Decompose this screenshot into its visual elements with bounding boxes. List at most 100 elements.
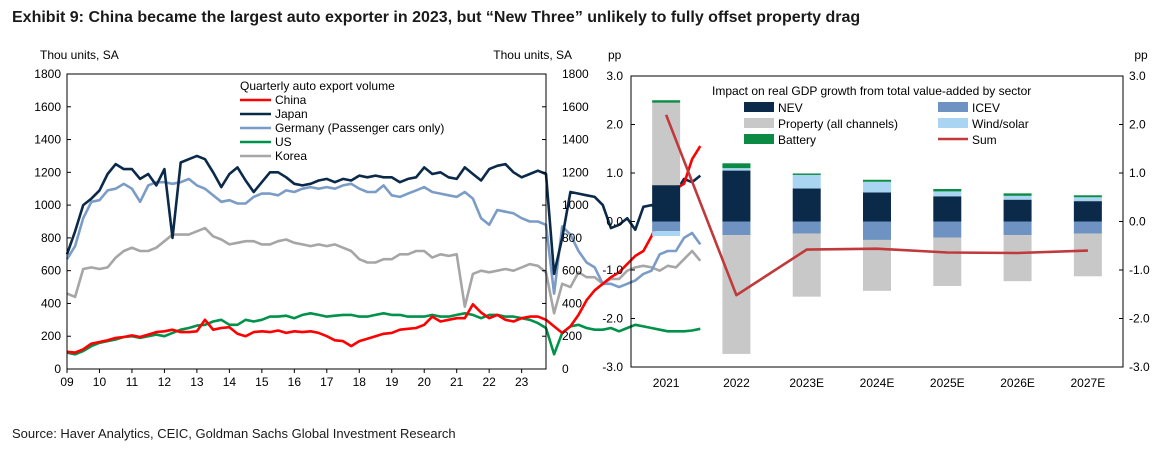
legend-swatch (744, 134, 774, 144)
left-chart-frame (66, 73, 547, 370)
right-y-tick-label: 400 (562, 296, 582, 310)
left-y-tick-label: 600 (41, 264, 61, 278)
legend-swatch (744, 102, 774, 112)
left-y-tick-label: -3.0 (602, 360, 623, 374)
legend-entry: Sum (972, 133, 997, 147)
bar-segment-icev (652, 221, 681, 232)
bar-segment-nev (722, 170, 751, 222)
legend-entry: Battery (778, 133, 816, 147)
series-line-japan (65, 154, 702, 276)
right-y-tick-label: 1400 (562, 133, 589, 147)
category-label: 2025E (930, 376, 965, 390)
bar-segment-wind (722, 168, 751, 171)
category-label: 2022 (723, 376, 750, 390)
bar-segment-battery (1003, 193, 1032, 196)
legend-entry: NEV (778, 101, 803, 115)
right-y-tick-label: 1000 (562, 198, 589, 212)
bar-segment-nev (792, 188, 821, 222)
x-tick-label: 17 (320, 375, 334, 389)
bar-segment-property (792, 233, 821, 297)
left-y-tick-label: 800 (41, 231, 61, 245)
bar-segment-battery (652, 100, 681, 103)
category-label: 2026E (1000, 376, 1035, 390)
legend-swatch (938, 118, 968, 128)
bar-segment-nev (933, 196, 962, 222)
x-tick-label: 12 (158, 375, 172, 389)
bar-segment-wind (792, 174, 821, 189)
left-y-tick-label: 1200 (34, 165, 61, 179)
x-tick-label: 10 (93, 375, 107, 389)
right-y-tick-label: -2.0 (1129, 312, 1150, 326)
right-chart-left-unit-label: pp (608, 48, 622, 62)
left-chart-right-unit-label: Thou units, SA (493, 48, 572, 62)
bar-segment-battery (933, 189, 962, 192)
right-y-tick-label: 1.0 (1129, 166, 1146, 180)
x-tick-label: 15 (255, 375, 269, 389)
right-y-tick-label: 0 (562, 362, 569, 376)
x-tick-label: 09 (60, 375, 74, 389)
right-y-tick-label: 800 (562, 231, 582, 245)
bar-segment-battery (1073, 195, 1102, 198)
bar-segment-nev (1073, 201, 1102, 222)
bar-segment-nev (652, 185, 681, 222)
right-legend-title: Impact on real GDP growth from total val… (712, 84, 1031, 98)
left-y-tick-label: 1.0 (606, 166, 623, 180)
x-tick-label: 19 (385, 375, 399, 389)
bar-segment-battery (863, 179, 891, 182)
x-tick-label: 18 (353, 375, 367, 389)
series-line-germany (65, 177, 702, 295)
exhibit-title: Exhibit 9: China became the largest auto… (12, 9, 861, 26)
left-y-tick-label: 3.0 (606, 69, 623, 83)
left-chart-left-unit-label: Thou units, SA (40, 48, 119, 62)
legend-swatch (744, 118, 774, 128)
bar-segment-property (1073, 233, 1102, 277)
left-y-tick-label: 1400 (34, 133, 61, 147)
left-y-tick-label: 2.0 (606, 118, 623, 132)
left-y-tick-label: -2.0 (602, 312, 623, 326)
bar-segment-wind (863, 181, 891, 193)
left-y-tick-label: 1600 (34, 100, 61, 114)
source-note: Source: Haver Analytics, CEIC, Goldman S… (12, 426, 456, 441)
series-line-china (66, 145, 702, 354)
left-y-tick-label: 400 (41, 296, 61, 310)
right-y-tick-label: 1800 (562, 67, 589, 81)
x-tick-label: 13 (190, 375, 204, 389)
legend-entry: Germany (Passenger cars only) (275, 121, 444, 135)
bar-segment-battery (792, 173, 821, 175)
bar-segment-property (1003, 235, 1032, 282)
x-tick-label: 16 (288, 375, 302, 389)
x-tick-label: 21 (450, 375, 464, 389)
bar-segment-icev (722, 221, 751, 236)
legend-entry: Wind/solar (972, 117, 1029, 131)
x-tick-label: 11 (126, 375, 139, 389)
gdp-impact-bar-chart: pp pp -3.0 -3.0 -2.0 -2.0 -1.0 -1.0 0.0 0.0 1.0 1… (602, 48, 1150, 390)
legend-entry: China (275, 93, 307, 107)
auto-export-line-chart: Thou units, SA Thou units, SA 0 0 200 200 40… (34, 48, 702, 389)
series-line-us (66, 311, 701, 356)
legend-entry: ICEV (972, 101, 1000, 115)
bar-segment-battery (722, 163, 751, 169)
left-legend-title: Quarterly auto export volume (240, 79, 395, 93)
left-y-tick-label: 1800 (34, 67, 61, 81)
bar-segment-icev (792, 221, 821, 234)
left-y-tick-label: 0 (54, 362, 61, 376)
left-chart-legend: Quarterly auto export volume ChinaJapanG… (240, 79, 444, 163)
bar-segment-icev (863, 221, 891, 240)
bar-segment-property (933, 237, 962, 287)
x-tick-label: 22 (482, 375, 496, 389)
right-y-tick-label: 2.0 (1129, 118, 1146, 132)
bar-segment-nev (863, 192, 891, 222)
x-tick-label: 23 (515, 375, 529, 389)
x-tick-label: 20 (418, 375, 432, 389)
right-y-tick-label: -1.0 (1129, 263, 1150, 277)
left-y-tick-label: 200 (41, 329, 61, 343)
bar-segment-icev (1073, 221, 1102, 234)
sum-line (664, 114, 1088, 297)
right-y-tick-label: 0.0 (1129, 215, 1146, 229)
legend-entry: Japan (275, 107, 308, 121)
x-tick-label: 14 (223, 375, 237, 389)
bar-segment-wind (1003, 195, 1032, 200)
bar-segment-wind (652, 231, 681, 237)
right-y-tick-label: 3.0 (1129, 69, 1146, 83)
